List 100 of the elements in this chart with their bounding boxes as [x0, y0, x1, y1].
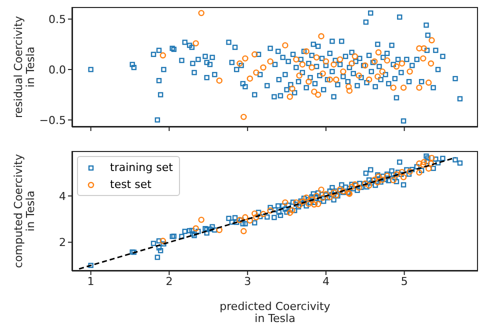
point — [333, 76, 340, 83]
point — [428, 60, 434, 67]
x-tick-label: 2 — [166, 274, 173, 288]
point — [198, 216, 204, 223]
point — [299, 61, 306, 68]
point — [356, 184, 362, 191]
point — [406, 68, 413, 75]
point — [267, 207, 274, 214]
point — [306, 78, 312, 85]
point — [242, 55, 248, 62]
point — [406, 168, 413, 175]
point — [426, 80, 432, 86]
point — [303, 194, 310, 201]
point — [252, 51, 258, 58]
point — [240, 228, 247, 234]
x-tick-label: 1 — [87, 274, 94, 288]
point — [313, 192, 320, 200]
y-axis-title: computed Coercivity in Tesla — [12, 154, 37, 268]
legend-label: test set — [110, 177, 152, 193]
point — [420, 45, 428, 52]
point — [384, 57, 390, 64]
point — [374, 179, 381, 186]
point — [315, 200, 322, 208]
point — [420, 159, 428, 166]
x-tick-label: 5 — [400, 274, 408, 288]
legend-label: training set — [110, 160, 173, 176]
point — [253, 69, 260, 76]
point — [286, 94, 293, 100]
point — [346, 84, 352, 90]
point — [416, 84, 422, 91]
point — [282, 42, 288, 48]
x-axis-title: predicted Coercivity in Tesla — [220, 300, 331, 325]
point — [198, 10, 204, 16]
point — [366, 182, 372, 189]
point — [330, 61, 337, 68]
point — [416, 45, 422, 52]
point — [356, 72, 362, 79]
point — [393, 63, 400, 70]
point — [246, 75, 254, 82]
point — [296, 72, 302, 79]
y-tick-label: 4 — [59, 190, 66, 203]
point — [293, 56, 300, 63]
point — [348, 60, 355, 67]
point — [318, 33, 324, 40]
point — [160, 238, 166, 244]
point — [390, 84, 396, 91]
point — [315, 92, 322, 98]
point — [420, 162, 426, 168]
point — [216, 78, 222, 84]
point — [286, 210, 293, 216]
point — [326, 76, 333, 83]
point — [160, 52, 166, 59]
point — [252, 210, 258, 217]
point — [320, 194, 326, 201]
point — [192, 225, 199, 232]
point — [311, 88, 318, 95]
point — [375, 173, 382, 180]
point — [366, 76, 372, 83]
point — [346, 88, 353, 94]
point — [400, 174, 407, 180]
point — [416, 160, 422, 167]
y-tick-label: −0.5 — [39, 114, 66, 127]
point — [400, 84, 407, 91]
point — [246, 217, 254, 224]
point — [336, 56, 344, 63]
point — [308, 64, 315, 71]
point — [192, 40, 199, 46]
point — [282, 199, 288, 206]
y-tick-label: 0.0 — [48, 63, 66, 76]
point — [260, 64, 266, 71]
point — [289, 86, 296, 92]
point — [320, 70, 326, 77]
point — [428, 154, 435, 162]
point — [253, 214, 260, 220]
point — [393, 171, 400, 178]
y-axis-title: residual Coercivity in Tesla — [12, 16, 37, 118]
point — [326, 194, 333, 200]
point — [260, 210, 266, 218]
point — [428, 160, 434, 167]
point — [426, 166, 432, 172]
point — [322, 58, 330, 65]
point — [348, 184, 355, 190]
point — [390, 177, 396, 184]
point — [428, 37, 435, 44]
point — [398, 168, 406, 176]
x-tick-label: 3 — [244, 274, 252, 288]
point — [318, 186, 324, 193]
point — [308, 196, 315, 203]
point — [303, 48, 310, 54]
point — [267, 58, 274, 65]
point — [398, 60, 406, 67]
point — [242, 214, 248, 220]
x-tick-label: 4 — [322, 274, 330, 288]
point — [375, 49, 382, 56]
point — [379, 176, 386, 183]
point — [416, 169, 422, 176]
y-tick-label: 2 — [59, 236, 66, 250]
point — [236, 60, 243, 67]
point — [379, 68, 386, 75]
point — [293, 199, 300, 206]
